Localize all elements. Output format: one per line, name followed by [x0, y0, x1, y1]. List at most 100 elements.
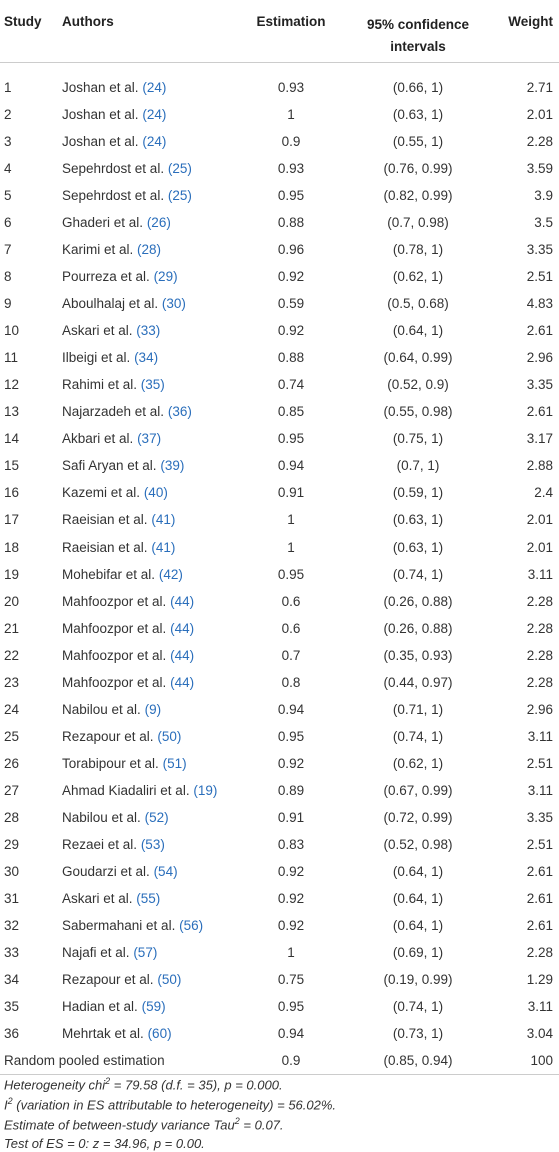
weight-cell: 2.96	[526, 701, 553, 717]
ci-cell: (0.64, 1)	[392, 917, 444, 933]
weight-cell: 3.11	[527, 728, 553, 744]
footnote-text: Heterogeneity chi	[4, 1077, 106, 1093]
author-name: Mahfoozpor et al.	[62, 620, 167, 636]
ci-cell: (0.74, 1)	[392, 566, 444, 582]
estimation-cell: 0.94	[277, 1026, 305, 1042]
reference-link: (41)	[151, 539, 176, 555]
weight-cell: 2.96	[526, 350, 553, 366]
footnote-text: (variation in ES attributable to heterog…	[12, 1097, 337, 1113]
estimation-cell: 0.92	[277, 917, 305, 933]
weight-cell: 3.11	[527, 566, 553, 582]
estimation-cell: 0.91	[277, 809, 305, 825]
authors-cell: Sepehrdost et al. (25)	[62, 161, 192, 177]
estimation-cell: 0.95	[277, 431, 305, 447]
author-name: Rahimi et al.	[62, 377, 138, 393]
ci-cell: (0.7, 0.98)	[387, 215, 449, 231]
authors-cell: Rahimi et al. (35)	[62, 377, 165, 393]
header-rule	[0, 62, 559, 63]
ci-cell: (0.74, 1)	[392, 728, 444, 744]
weight-cell: 4.83	[526, 296, 553, 312]
authors-cell: Nabilou et al. (9)	[62, 702, 161, 718]
ci-cell: (0.52, 0.9)	[387, 377, 449, 393]
reference-link: (25)	[167, 161, 192, 177]
authors-cell: Joshan et al. (24)	[62, 134, 166, 150]
weight-cell: 2.61	[526, 863, 553, 879]
ci-cell: (0.35, 0.93)	[383, 647, 453, 663]
pooled-weight: 100	[530, 1053, 553, 1069]
estimation-cell: 0.94	[277, 458, 305, 474]
authors-cell: Joshan et al. (24)	[62, 80, 166, 96]
footnote: Heterogeneity chi2 = 79.58 (d.f. = 35), …	[4, 1076, 283, 1092]
authors-cell: Raeisian et al. (41)	[62, 540, 175, 556]
reference-link: (52)	[144, 809, 169, 825]
reference-link: (56)	[179, 917, 204, 933]
author-name: Mohebifar et al.	[62, 566, 156, 582]
estimation-cell: 0.6	[281, 620, 301, 636]
study-cell: 26	[4, 755, 20, 771]
author-name: Aboulhalaj et al.	[62, 296, 159, 312]
study-cell: 29	[4, 836, 20, 852]
ci-cell: (0.76, 0.99)	[383, 161, 453, 177]
header-estimation: Estimation	[256, 14, 326, 29]
weight-cell: 2.61	[526, 323, 553, 339]
authors-cell: Askari et al. (33)	[62, 323, 160, 339]
study-cell: 23	[4, 674, 20, 690]
ci-cell: (0.63, 1)	[392, 512, 444, 528]
weight-cell: 2.88	[526, 458, 553, 474]
authors-cell: Rezapour et al. (50)	[62, 729, 181, 745]
reference-link: (50)	[157, 728, 182, 744]
study-cell: 9	[4, 296, 12, 312]
authors-cell: Goudarzi et al. (54)	[62, 864, 178, 880]
authors-cell: Torabipour et al. (51)	[62, 756, 187, 772]
author-name: Pourreza et al.	[62, 269, 150, 285]
author-name: Najarzadeh et al.	[62, 404, 165, 420]
author-name: Kazemi et al.	[62, 485, 141, 501]
ci-cell: (0.52, 0.98)	[383, 836, 453, 852]
reference-link: (26)	[146, 215, 171, 231]
estimation-cell: 0.92	[277, 890, 305, 906]
reference-link: (50)	[157, 971, 182, 987]
reference-link: (53)	[140, 836, 165, 852]
study-cell: 2	[4, 107, 12, 123]
estimation-cell: 0.83	[277, 836, 305, 852]
estimation-cell: 0.92	[277, 323, 305, 339]
ci-cell: (0.62, 1)	[392, 755, 444, 771]
weight-cell: 2.51	[526, 836, 553, 852]
study-cell: 4	[4, 161, 12, 177]
ci-cell: (0.63, 1)	[392, 539, 444, 555]
ci-cell: (0.19, 0.99)	[383, 971, 453, 987]
weight-cell: 2.28	[526, 134, 553, 150]
authors-cell: Ilbeigi et al. (34)	[62, 350, 158, 366]
study-cell: 7	[4, 242, 12, 258]
study-cell: 15	[4, 458, 20, 474]
study-cell: 11	[4, 350, 19, 366]
author-name: Rezaei et al.	[62, 836, 138, 852]
author-name: Joshan et al.	[62, 80, 139, 95]
author-name: Sepehrdost et al.	[62, 188, 165, 204]
authors-cell: Mohebifar et al. (42)	[62, 567, 183, 583]
weight-cell: 3.35	[526, 377, 553, 393]
authors-cell: Aboulhalaj et al. (30)	[62, 296, 186, 312]
header-study: Study	[4, 14, 42, 29]
authors-cell: Karimi et al. (28)	[62, 242, 161, 258]
author-name: Rezapour et al.	[62, 728, 154, 744]
ci-cell: (0.75, 1)	[392, 431, 444, 447]
study-cell: 14	[4, 431, 20, 447]
reference-link: (34)	[134, 350, 159, 366]
ci-cell: (0.64, 1)	[392, 323, 444, 339]
authors-cell: Nabilou et al. (52)	[62, 810, 169, 826]
study-cell: 12	[4, 377, 20, 393]
reference-link: (41)	[151, 512, 176, 528]
ci-cell: (0.55, 1)	[392, 134, 444, 150]
author-name: Ghaderi et al.	[62, 215, 144, 231]
reference-link: (40)	[143, 485, 168, 501]
authors-cell: Mahfoozpor et al. (44)	[62, 648, 194, 664]
study-cell: 30	[4, 863, 20, 879]
study-cell: 3	[4, 134, 12, 150]
ci-cell: (0.7, 1)	[396, 458, 440, 474]
estimation-cell: 0.94	[277, 701, 305, 717]
weight-cell: 2.51	[526, 755, 553, 771]
study-cell: 35	[4, 999, 20, 1015]
author-name: Karimi et al.	[62, 242, 134, 258]
estimation-cell: 0.95	[277, 188, 305, 204]
